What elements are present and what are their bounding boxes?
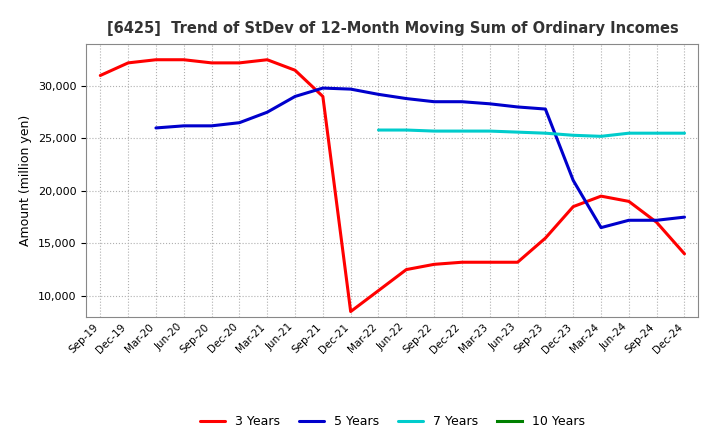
5 Years xyxy=(597,225,606,230)
7 Years xyxy=(402,128,410,133)
3 Years xyxy=(430,262,438,267)
5 Years xyxy=(458,99,467,104)
3 Years xyxy=(152,57,161,62)
5 Years xyxy=(291,94,300,99)
3 Years xyxy=(263,57,271,62)
5 Years xyxy=(152,125,161,131)
Line: 3 Years: 3 Years xyxy=(100,60,685,312)
3 Years xyxy=(96,73,104,78)
5 Years xyxy=(680,214,689,220)
3 Years xyxy=(207,60,216,66)
5 Years xyxy=(374,92,383,97)
5 Years xyxy=(430,99,438,104)
3 Years xyxy=(374,288,383,293)
3 Years xyxy=(179,57,188,62)
3 Years xyxy=(235,60,243,66)
3 Years xyxy=(458,260,467,265)
3 Years xyxy=(513,260,522,265)
3 Years xyxy=(680,251,689,257)
7 Years xyxy=(374,128,383,133)
3 Years xyxy=(624,199,633,204)
7 Years xyxy=(541,131,550,136)
5 Years xyxy=(318,85,327,91)
5 Years xyxy=(235,120,243,125)
5 Years xyxy=(541,106,550,112)
7 Years xyxy=(652,131,661,136)
5 Years xyxy=(624,218,633,223)
Title: [6425]  Trend of StDev of 12-Month Moving Sum of Ordinary Incomes: [6425] Trend of StDev of 12-Month Moving… xyxy=(107,21,678,36)
7 Years xyxy=(569,132,577,138)
3 Years xyxy=(652,220,661,225)
5 Years xyxy=(485,101,494,106)
5 Years xyxy=(179,123,188,128)
3 Years xyxy=(318,94,327,99)
7 Years xyxy=(485,128,494,134)
3 Years xyxy=(597,194,606,199)
Y-axis label: Amount (million yen): Amount (million yen) xyxy=(19,115,32,246)
3 Years xyxy=(485,260,494,265)
7 Years xyxy=(680,131,689,136)
5 Years xyxy=(569,178,577,183)
7 Years xyxy=(458,128,467,134)
3 Years xyxy=(402,267,410,272)
7 Years xyxy=(597,134,606,139)
3 Years xyxy=(124,60,132,66)
7 Years xyxy=(624,131,633,136)
5 Years xyxy=(652,218,661,223)
Line: 7 Years: 7 Years xyxy=(379,130,685,136)
5 Years xyxy=(402,96,410,101)
5 Years xyxy=(263,110,271,115)
3 Years xyxy=(291,68,300,73)
3 Years xyxy=(569,204,577,209)
Legend: 3 Years, 5 Years, 7 Years, 10 Years: 3 Years, 5 Years, 7 Years, 10 Years xyxy=(195,411,590,433)
3 Years xyxy=(346,309,355,314)
7 Years xyxy=(513,129,522,135)
7 Years xyxy=(430,128,438,134)
5 Years xyxy=(207,123,216,128)
3 Years xyxy=(541,235,550,241)
5 Years xyxy=(346,87,355,92)
5 Years xyxy=(513,104,522,110)
Line: 5 Years: 5 Years xyxy=(156,88,685,227)
